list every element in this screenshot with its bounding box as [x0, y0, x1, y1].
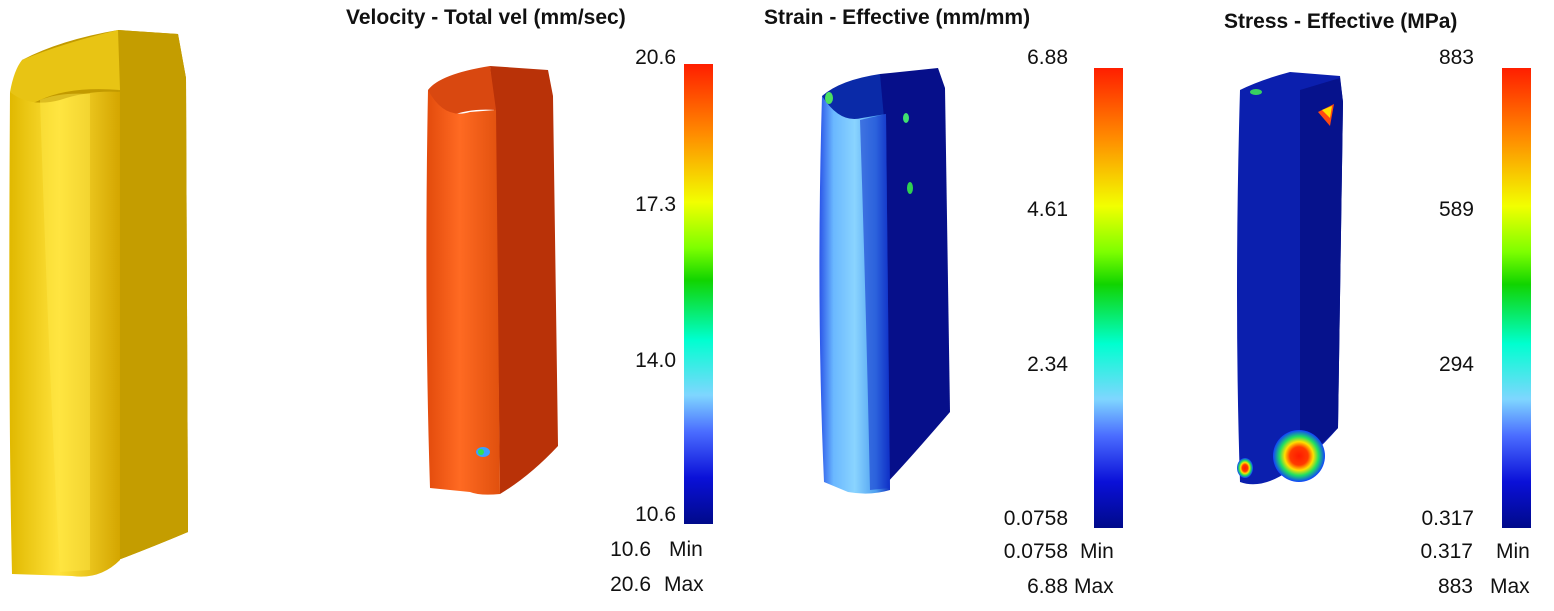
strain-min-value: 0.0758	[1003, 540, 1068, 563]
stress-min-label: Min	[1496, 540, 1530, 563]
strain-tick-upper: 4.61	[1027, 198, 1068, 221]
stress-tick-min: 0.317	[1421, 507, 1474, 530]
velocity-max-label: Max	[664, 573, 704, 596]
strain-tick-max: 6.88	[1027, 46, 1068, 69]
velocity-part	[426, 66, 558, 495]
strain-min-label: Min	[1080, 540, 1114, 563]
stress-part	[1237, 72, 1343, 485]
stress-min-value: 0.317	[1420, 540, 1473, 563]
velocity-title: Velocity - Total vel (mm/sec)	[346, 6, 626, 29]
velocity-tick-upper: 17.3	[635, 193, 676, 216]
strain-max-value: 6.88	[1027, 575, 1068, 598]
strain-title: Strain - Effective (mm/mm)	[764, 6, 1031, 29]
velocity-min-value: 10.6	[610, 538, 651, 561]
stress-tick-lower: 294	[1438, 353, 1474, 376]
strain-part	[819, 68, 950, 494]
velocity-colorbar	[684, 64, 713, 524]
stress-max-value: 883	[1437, 575, 1473, 598]
strain-tick-min: 0.0758	[1003, 507, 1068, 530]
strain-max-label: Max	[1074, 575, 1114, 598]
undeformed-part	[9, 30, 188, 577]
stress-tick-max: 883	[1438, 46, 1474, 69]
velocity-tick-max: 20.6	[635, 46, 676, 69]
strain-colorbar	[1094, 68, 1123, 528]
velocity-min-label: Min	[669, 538, 703, 561]
velocity-tick-min: 10.6	[635, 503, 676, 526]
stress-max-label: Max	[1490, 575, 1530, 598]
velocity-max-value: 20.6	[610, 573, 651, 596]
stress-colorbar	[1502, 68, 1531, 528]
velocity-tick-lower: 14.0	[635, 349, 676, 372]
stress-tick-upper: 589	[1438, 198, 1474, 221]
stress-title: Stress - Effective (MPa)	[1224, 10, 1458, 33]
strain-tick-lower: 2.34	[1027, 353, 1068, 376]
